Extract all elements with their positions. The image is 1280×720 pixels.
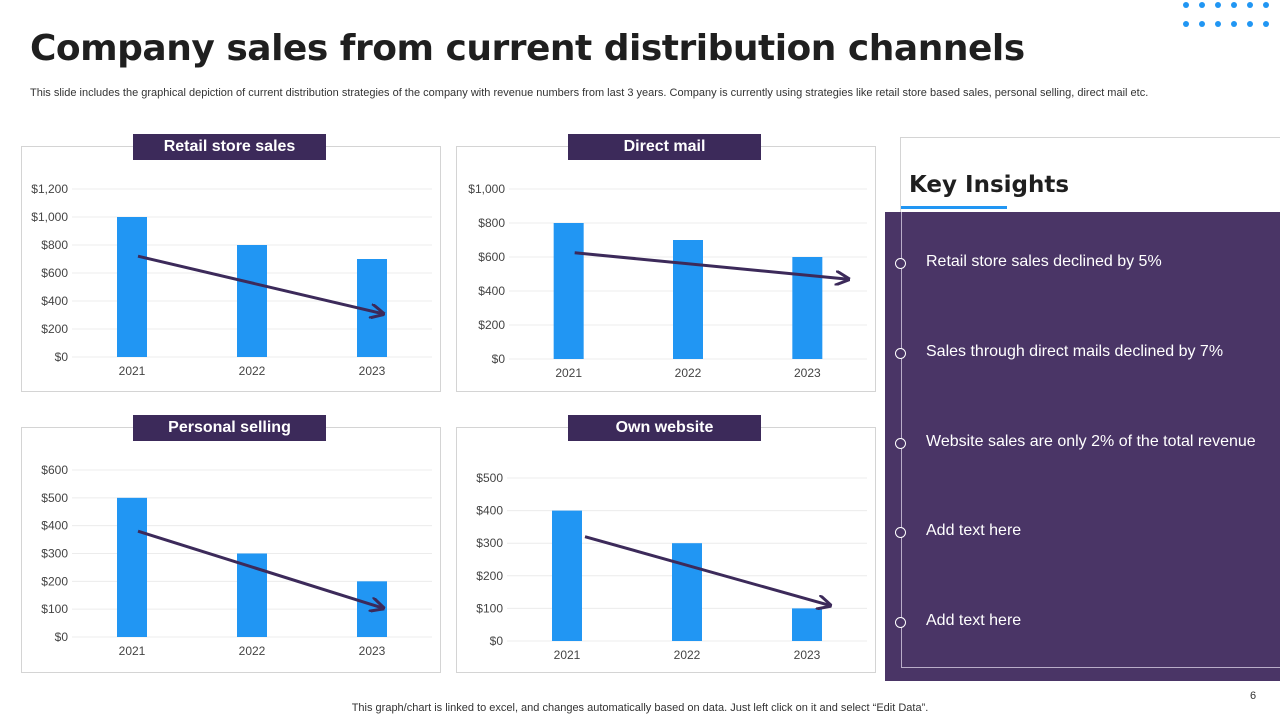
insights-header: Key Insights [900,137,1280,213]
bar-2022 [673,240,703,359]
trend-arrow [137,529,382,608]
page-number: 6 [1250,690,1257,702]
y-tick-label: $600 [478,250,505,264]
y-tick-label: $0 [55,630,69,644]
bar-2021 [553,223,584,359]
chart-personal-selling: $0 $100 $200 $300 $400 $500 $600 2021 2022 2023 [41,463,432,658]
x-tick-label: 2023 [794,648,821,662]
bar-2022 [237,245,267,357]
y-tick-label: $800 [478,216,505,230]
bar-2023 [357,581,387,637]
y-tick-label: $800 [41,238,68,252]
insight-item: Add text here [885,522,1280,546]
x-tick-label: 2021 [554,648,581,662]
y-tick-label: $1,000 [31,210,68,224]
timeline-bottom-line [901,667,1280,668]
chart-title-personal-selling: Personal selling [133,415,326,441]
y-tick-label: $500 [476,471,503,485]
y-tick-label: $100 [476,601,503,615]
chart-panel-personal-selling[interactable]: $0 $100 $200 $300 $400 $500 $600 2021 2022 2023 [21,427,441,673]
y-tick-label: $200 [478,318,505,332]
insights-panel: Retail store sales declined by 5% Sales … [885,212,1280,681]
y-tick-label: $400 [41,294,68,308]
y-tick-label: $1,200 [31,182,68,196]
bullet-icon [895,438,906,449]
insight-text: Add text here [926,522,1022,539]
decorative-dots [1178,0,1280,48]
bullet-icon [895,258,906,269]
chart-title-direct-mail: Direct mail [568,134,761,160]
y-tick-label: $500 [41,491,68,505]
insight-text: Add text here [926,612,1022,629]
trend-arrow [137,254,382,313]
y-tick-label: $200 [476,569,503,583]
x-tick-label: 2021 [555,366,582,380]
insight-item: Add text here [885,612,1280,636]
x-tick-label: 2023 [359,364,386,378]
insight-item: Retail store sales declined by 5% [885,253,1280,277]
chart-panel-retail[interactable]: $0 $200 $400 $600 $800 $1,000 $1,200 2021 2022 20… [21,146,441,392]
y-tick-label: $0 [55,350,69,364]
x-tick-label: 2022 [675,366,702,380]
y-tick-label: $200 [41,322,68,336]
y-tick-label: $600 [41,266,68,280]
y-tick-label: $1,000 [468,182,505,196]
x-tick-label: 2022 [674,648,701,662]
insights-underline [901,206,1007,209]
page-subtitle: This slide includes the graphical depict… [30,87,1149,99]
y-tick-label: $300 [41,547,68,561]
y-tick-label: $400 [41,519,68,533]
y-tick-label: $200 [41,574,68,588]
footer-note: This graph/chart is linked to excel, and… [351,702,929,714]
bullet-icon [895,617,906,628]
y-tick-label: $400 [478,284,505,298]
bullet-icon [895,527,906,538]
chart-own-website: $0 $100 $200 $300 $400 $500 2021 2022 2023 [476,471,867,662]
insight-item: Website sales are only 2% of the total r… [885,433,1280,457]
insight-text: Retail store sales declined by 5% [926,253,1162,270]
bar-2023 [792,257,823,359]
bar-2023 [792,608,822,641]
trend-arrow [584,535,829,605]
page-title: Company sales from current distribution … [30,28,1025,69]
chart-title-retail: Retail store sales [133,134,326,160]
x-tick-label: 2022 [239,364,266,378]
insights-title: Key Insights [909,172,1070,198]
insight-item: Sales through direct mails declined by 7… [885,343,1280,367]
y-tick-label: $100 [41,602,68,616]
insight-text: Sales through direct mails declined by 7… [926,343,1224,360]
bar-2021 [117,217,147,357]
chart-direct-mail: $0 $200 $400 $600 $800 $1,000 2021 2022 2023 [468,182,867,380]
bar-2021 [117,497,147,637]
y-tick-label: $600 [41,463,68,477]
chart-panel-direct-mail[interactable]: $0 $200 $400 $600 $800 $1,000 2021 2022 2023 [456,146,876,392]
x-tick-label: 2021 [119,644,146,658]
chart-title-own-website: Own website [568,415,761,441]
x-tick-label: 2023 [794,366,821,380]
y-tick-label: $400 [476,504,503,518]
bar-2022 [672,543,702,641]
y-tick-label: $0 [490,634,504,648]
trend-arrow [574,251,847,279]
bar-2021 [552,510,582,641]
y-tick-label: $300 [476,536,503,550]
insight-text: Website sales are only 2% of the total r… [926,433,1256,450]
bullet-icon [895,348,906,359]
x-tick-label: 2023 [359,644,386,658]
x-tick-label: 2022 [239,644,266,658]
chart-panel-own-website[interactable]: $0 $100 $200 $300 $400 $500 2021 2022 2023 [456,427,876,673]
chart-retail: $0 $200 $400 $600 $800 $1,000 $1,200 2021 2022 20… [31,182,432,378]
y-tick-label: $0 [492,352,506,366]
x-tick-label: 2021 [119,364,146,378]
